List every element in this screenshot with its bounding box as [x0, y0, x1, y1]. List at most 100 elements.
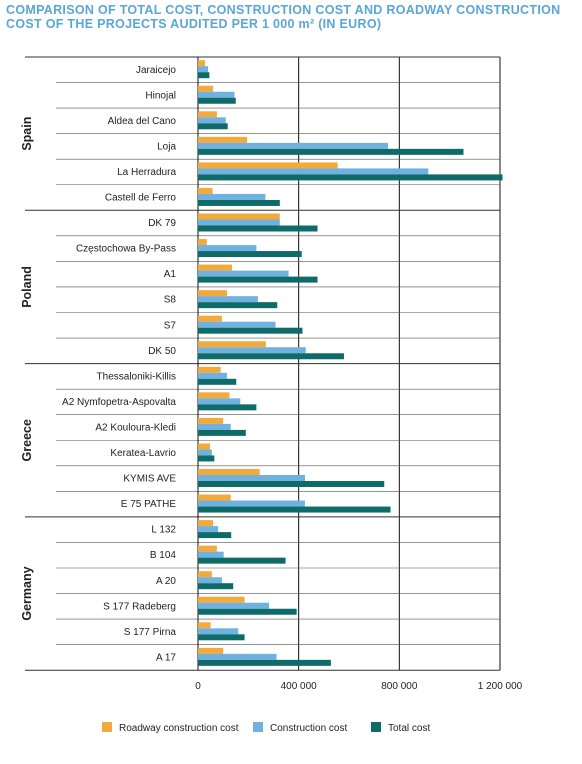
bar-1-1-s1	[198, 245, 257, 252]
bar-3-5-s1	[198, 653, 277, 660]
bar-2-1-s2	[198, 404, 257, 411]
bar-1-4-s1	[198, 321, 276, 328]
bar-1-4-s2	[198, 327, 303, 334]
bar-0-5-s2	[198, 199, 280, 206]
bar-3-3-s0	[198, 596, 245, 603]
bar-1-1-s2	[198, 251, 302, 258]
chart-title-line-1: COMPARISON OF TOTAL COST, CONSTRUCTION C…	[6, 3, 561, 17]
category-label-1-1: Częstochowa By-Pass	[76, 244, 176, 255]
x-tick-label-2: 800 000	[381, 681, 418, 692]
category-label-3-2: A 20	[156, 576, 176, 587]
category-label-1-5: DK 50	[148, 346, 176, 357]
bar-0-2-s1	[198, 117, 226, 124]
bar-3-1-s2	[198, 557, 286, 564]
bar-2-3-s0	[198, 443, 211, 450]
category-label-3-5: A 17	[156, 652, 176, 663]
bar-3-3-s2	[198, 608, 297, 615]
bar-0-4-s0	[198, 162, 338, 169]
legend-item-roadway: Roadway construction cost	[102, 722, 239, 734]
legend-label-roadway: Roadway construction cost	[119, 723, 239, 734]
bar-2-4-s0	[198, 469, 260, 475]
bar-0-1-s1	[198, 91, 235, 98]
bar-2-0-s0	[198, 366, 221, 373]
category-label-0-4: La Herradura	[117, 167, 176, 178]
category-label-0-1: Hinojal	[145, 90, 176, 101]
category-label-2-1: A2 Nymfopetra-Aspovalta	[62, 397, 176, 408]
bar-0-4-s2	[198, 174, 503, 181]
bar-1-0-s0	[198, 213, 280, 220]
chart-title: COMPARISON OF TOTAL COST, CONSTRUCTION C…	[6, 3, 582, 31]
bar-3-4-s1	[198, 628, 239, 635]
bar-0-1-s0	[198, 85, 214, 92]
legend-item-construction: Construction cost	[253, 722, 347, 734]
category-label-0-3: Loja	[157, 141, 176, 152]
bar-3-3-s1	[198, 602, 269, 609]
bar-2-4-s1	[198, 475, 305, 481]
category-label-3-1: B 104	[150, 550, 177, 561]
bar-0-3-s1	[198, 142, 389, 149]
bar-0-1-s2	[198, 97, 236, 104]
bar-0-2-s0	[198, 111, 217, 118]
bar-2-1-s1	[198, 398, 241, 405]
bar-1-3-s1	[198, 296, 258, 303]
bar-3-0-s0	[198, 520, 214, 527]
bar-2-5-s0	[198, 494, 231, 501]
bar-2-1-s0	[198, 392, 230, 399]
legend-swatch-construction	[253, 722, 263, 732]
bar-1-2-s2	[198, 276, 318, 283]
bar-1-0-s1	[198, 219, 280, 226]
legend-label-construction: Construction cost	[270, 723, 348, 734]
category-label-1-0: DK 79	[148, 218, 176, 229]
bar-0-0-s1	[198, 66, 209, 73]
bar-3-4-s0	[198, 622, 211, 629]
legend-label-total: Total cost	[388, 723, 431, 734]
bar-3-2-s1	[198, 577, 222, 584]
bar-0-0-s0	[198, 60, 206, 67]
bar-2-3-s2	[198, 455, 215, 462]
bar-1-2-s1	[198, 270, 289, 277]
category-label-0-5: Castell de Ferro	[105, 193, 177, 204]
group-label-2: Greece	[20, 419, 34, 461]
bar-1-5-s1	[198, 347, 306, 354]
group-label-1: Poland	[20, 266, 34, 308]
bar-3-2-s2	[198, 583, 234, 590]
bar-1-0-s2	[198, 225, 318, 232]
x-tick-label-3: 1 200 000	[478, 681, 523, 692]
category-label-0-2: Aldea del Cano	[108, 116, 177, 127]
x-tick-label-1: 400 000	[281, 681, 318, 692]
bar-3-5-s0	[198, 647, 224, 654]
bar-1-3-s0	[198, 290, 227, 297]
bar-0-4-s1	[198, 168, 429, 175]
bar-0-2-s2	[198, 123, 228, 130]
bar-2-0-s2	[198, 378, 237, 385]
bar-2-2-s0	[198, 417, 224, 424]
category-label-3-0: L 132	[151, 525, 176, 536]
bar-1-5-s0	[198, 341, 266, 348]
bar-3-0-s1	[198, 526, 219, 533]
group-label-3: Germany	[20, 566, 34, 620]
group-label-0: Spain	[20, 117, 34, 151]
bar-1-2-s0	[198, 264, 232, 271]
legend-swatch-total	[371, 722, 381, 732]
category-label-0-0: Jaraicejo	[136, 65, 176, 76]
category-label-2-5: E 75 PATHE	[121, 499, 177, 510]
category-label-1-2: A1	[164, 269, 177, 280]
bar-1-5-s2	[198, 353, 344, 360]
bar-3-0-s2	[198, 532, 232, 539]
bar-3-4-s2	[198, 634, 245, 641]
bar-3-1-s0	[198, 545, 217, 552]
bar-2-3-s1	[198, 449, 212, 456]
bar-2-5-s1	[198, 500, 305, 507]
bar-3-2-s0	[198, 571, 212, 578]
bar-2-5-s2	[198, 506, 391, 513]
legend-item-total: Total cost	[371, 722, 430, 734]
category-label-2-0: Thessaloniki-Killis	[97, 371, 176, 382]
bar-2-2-s2	[198, 429, 246, 436]
category-label-3-4: S 177 Pirna	[124, 627, 177, 638]
bar-2-2-s1	[198, 423, 231, 430]
x-tick-label-0: 0	[195, 681, 201, 692]
bar-3-1-s1	[198, 551, 224, 558]
bar-1-1-s0	[198, 239, 207, 246]
category-label-3-3: S 177 Radeberg	[103, 601, 176, 612]
